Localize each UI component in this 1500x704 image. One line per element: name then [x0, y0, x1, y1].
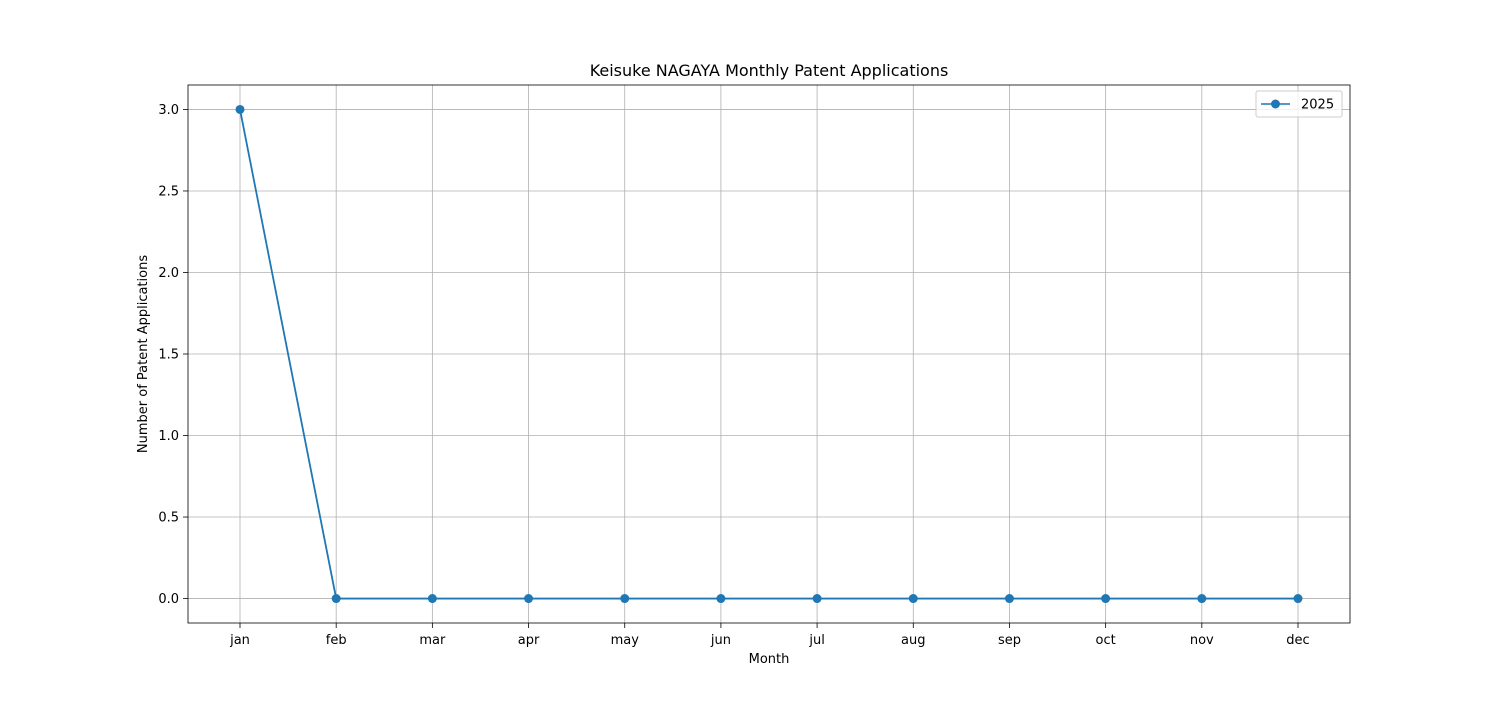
x-tick-label: dec	[1286, 633, 1309, 648]
data-point	[1005, 594, 1014, 603]
x-axis-label: Month	[749, 652, 790, 667]
x-tick-label: jul	[808, 633, 824, 648]
data-point	[1101, 594, 1110, 603]
x-tick-label: sep	[998, 633, 1021, 648]
x-tick-label: jan	[229, 633, 250, 648]
y-tick-label: 1.5	[158, 348, 179, 363]
data-point	[428, 594, 437, 603]
x-axis-ticks: jan feb mar apr may jun jul aug sep oct nov dec	[229, 623, 1310, 648]
x-tick-label: aug	[901, 633, 925, 648]
legend-series-marker	[1271, 100, 1280, 109]
data-point	[332, 594, 341, 603]
legend: 2025	[1256, 91, 1342, 117]
x-tick-label: apr	[518, 633, 540, 648]
x-tick-label: may	[611, 633, 640, 648]
legend-series-label: 2025	[1301, 98, 1334, 113]
grid-lines	[188, 85, 1350, 623]
data-point	[620, 594, 629, 603]
x-tick-label: oct	[1096, 633, 1116, 648]
data-point	[813, 594, 822, 603]
y-tick-label: 2.5	[158, 184, 179, 199]
data-point	[524, 594, 533, 603]
data-point	[236, 105, 245, 114]
y-axis-label: Number of Patent Applications	[136, 255, 151, 453]
x-tick-label: jun	[710, 633, 731, 648]
y-axis-ticks: 0.0 0.5 1.0 1.5 2.0 2.5 3.0	[158, 103, 188, 607]
y-tick-label: 3.0	[158, 103, 179, 118]
data-point	[1197, 594, 1206, 603]
y-tick-label: 0.0	[158, 592, 179, 607]
x-tick-label: nov	[1190, 633, 1214, 648]
y-tick-label: 2.0	[158, 266, 179, 281]
data-point	[1294, 594, 1303, 603]
y-tick-label: 1.0	[158, 429, 179, 444]
y-tick-label: 0.5	[158, 511, 179, 526]
x-tick-label: feb	[326, 633, 347, 648]
chart-title: Keisuke NAGAYA Monthly Patent Applicatio…	[590, 61, 949, 80]
data-point	[716, 594, 725, 603]
x-tick-label: mar	[419, 633, 446, 648]
data-point	[909, 594, 918, 603]
